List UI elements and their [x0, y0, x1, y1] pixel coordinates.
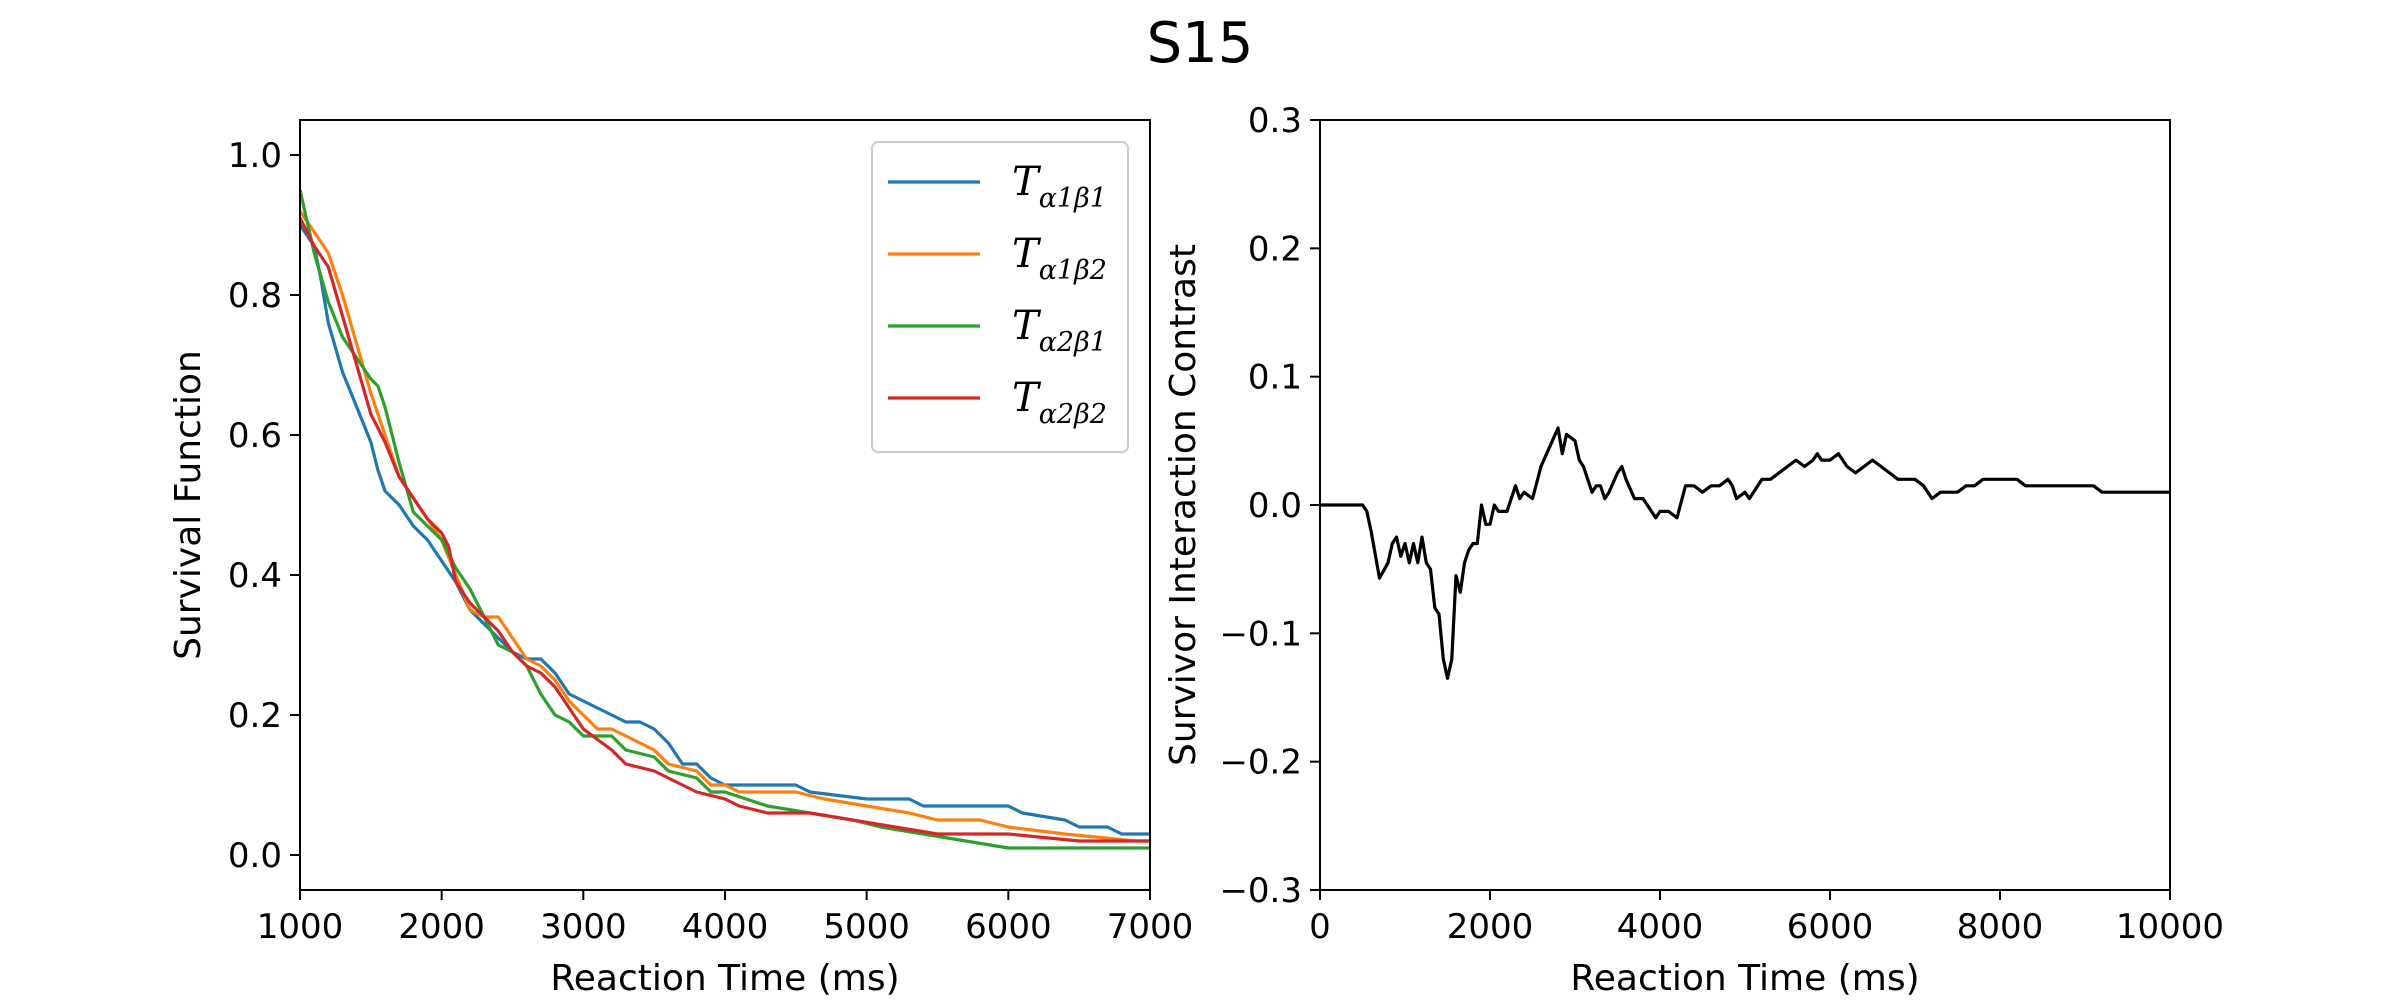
x-axis-label: Reaction Time (ms) [550, 958, 899, 999]
x-tick-label: 2000 [398, 907, 485, 947]
y-tick-label: 0.2 [228, 696, 282, 736]
series-line-1 [300, 224, 1150, 836]
legend-entry: Tα1β2 [1012, 231, 1107, 286]
legend: Tα1β1 Tα1β2 Tα2β1 Tα2β2 [871, 141, 1129, 453]
legend-entry: Tα2β2 [1012, 375, 1107, 430]
y-tick-label: 0.6 [228, 416, 282, 456]
x-tick-label: 5000 [823, 907, 910, 947]
x-tick-label: 3000 [540, 907, 627, 947]
figure-title: S15 [1147, 11, 1254, 76]
y-axis-label: Survivor Interaction Contrast [1163, 244, 1204, 766]
sic-panel: 0 2000 4000 6000 8000 10000 −0.3 −0.2 −0.1 0.0 0.1… [1163, 101, 2224, 999]
y-tick-label: 0.2 [1248, 229, 1302, 269]
y-tick-label: −0.1 [1219, 614, 1302, 654]
x-tick-label: 6000 [1787, 907, 1874, 947]
x-tick-label: 0 [1309, 907, 1331, 947]
x-tick-label: 6000 [965, 907, 1052, 947]
x-axis-label: Reaction Time (ms) [1570, 958, 1919, 999]
series-line-2 [300, 210, 1150, 843]
y-tick-label: 1.0 [228, 136, 282, 176]
x-tick-label: 4000 [682, 907, 769, 947]
series-line-1 [1320, 426, 2170, 680]
legend-frame [871, 141, 1129, 453]
y-tick-label: −0.2 [1219, 743, 1302, 783]
y-axis-label: Survival Function [168, 350, 209, 660]
x-tick-label: 4000 [1617, 907, 1704, 947]
legend-entry: Tα1β1 [1012, 159, 1107, 214]
y-tick-label: 0.4 [228, 556, 282, 596]
series-group [300, 189, 1150, 850]
y-tick-label: 0.0 [228, 836, 282, 876]
legend-entry: Tα2β1 [1012, 303, 1107, 358]
y-tick-label: −0.3 [1219, 871, 1302, 911]
series-line-4 [300, 217, 1150, 843]
x-tick-label: 8000 [1957, 907, 2044, 947]
y-tick-label: 0.1 [1248, 358, 1302, 398]
y-tick-label: 0.3 [1248, 101, 1302, 141]
series-group [1320, 426, 2170, 680]
y-tick-label: 0.0 [1248, 486, 1302, 526]
y-tick-label: 0.8 [228, 276, 282, 316]
x-tick-label: 7000 [1107, 907, 1194, 947]
x-tick-label: 1000 [257, 907, 344, 947]
survival-panel: 1000 2000 3000 4000 5000 6000 7000 0.0 0.2 0.4 0.6… [168, 119, 1194, 999]
x-tick-label: 10000 [2116, 907, 2224, 947]
x-tick-label: 2000 [1447, 907, 1534, 947]
